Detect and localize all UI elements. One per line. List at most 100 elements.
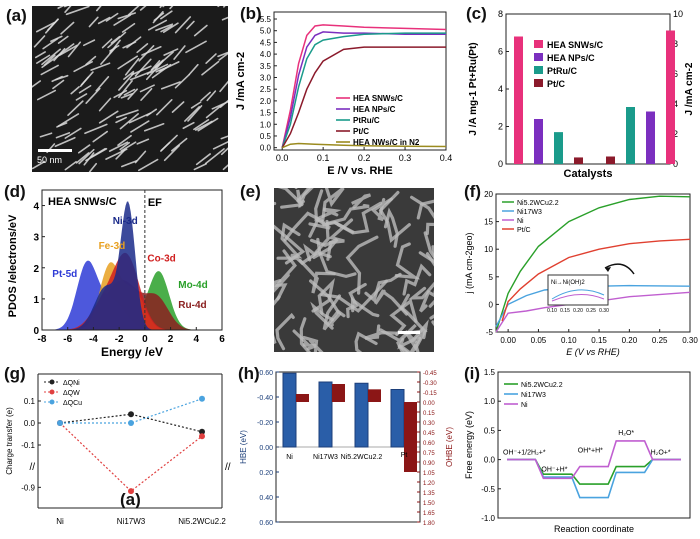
y-right-tick-label: 0.60 bbox=[423, 441, 435, 447]
x-tick-label: 0.30 bbox=[682, 336, 698, 345]
nanowire-mark bbox=[79, 76, 90, 87]
series-line bbox=[495, 195, 691, 333]
nanowire-mark bbox=[129, 71, 150, 81]
y-axis-label: PDOS /electrons/eV bbox=[7, 214, 19, 317]
network-strand bbox=[370, 197, 393, 222]
nanowire-mark bbox=[193, 24, 208, 37]
nanowire-mark bbox=[185, 40, 207, 54]
y-right-tick-label: 2 bbox=[673, 129, 678, 139]
nanowire-mark bbox=[36, 89, 57, 101]
nanowire-mark bbox=[118, 80, 133, 99]
y-left-tick-label: 0.00 bbox=[259, 445, 273, 452]
legend-marker bbox=[49, 379, 55, 385]
series-line bbox=[59, 422, 203, 492]
y-tick-label: 15 bbox=[484, 218, 493, 227]
network-strand bbox=[383, 207, 399, 248]
network-strand bbox=[354, 331, 378, 352]
nanowire-mark bbox=[95, 76, 110, 92]
nanowire-mark bbox=[67, 100, 84, 116]
nanowire-mark bbox=[195, 153, 211, 166]
nanowire-mark bbox=[57, 113, 80, 127]
y-tick-label: 1.0 bbox=[484, 397, 496, 406]
nanowire-mark bbox=[109, 39, 121, 54]
chart-title: HEA SNWs/C bbox=[48, 196, 117, 208]
y-tick-label: 1.5 bbox=[260, 109, 272, 118]
y-right-axis-label: J /mA cm-2 bbox=[684, 62, 695, 115]
y-tick-label: 3.0 bbox=[260, 73, 272, 82]
y-axis-label: J /mA cm-2 bbox=[235, 52, 247, 110]
legend-swatch bbox=[534, 53, 543, 61]
network-strand bbox=[394, 242, 421, 280]
nanowire-mark bbox=[97, 16, 111, 25]
state-label: H₂O* bbox=[618, 430, 634, 437]
y-axis-label: Charge transfer (e) bbox=[5, 407, 14, 475]
nanowire-mark bbox=[174, 16, 192, 34]
energy-path bbox=[507, 440, 681, 480]
bar-left bbox=[514, 36, 523, 164]
nanowire-mark bbox=[186, 20, 195, 30]
nanowire-mark bbox=[113, 14, 132, 26]
nanowire-mark bbox=[55, 132, 71, 139]
nanowire-mark bbox=[155, 23, 174, 32]
x-tick-label: 0.10 bbox=[561, 336, 577, 345]
nanowire-mark bbox=[156, 99, 173, 116]
x-tick-label: 6 bbox=[219, 334, 225, 345]
nanowire-mark bbox=[206, 90, 217, 102]
nanowire-mark bbox=[134, 58, 152, 77]
sem-image-network bbox=[274, 188, 434, 352]
sem-image-nanowires: 50 nm bbox=[32, 6, 228, 172]
series-line bbox=[59, 413, 203, 433]
network-strand bbox=[274, 279, 288, 301]
state-label: H₂O+* bbox=[651, 450, 671, 457]
panel-i: (i) 1.5 1.0 0.5 0.0 -0.5 -1.0 Reaction coordin… bbox=[458, 360, 700, 539]
bar-ohbe bbox=[368, 389, 381, 402]
legend-swatch bbox=[534, 79, 543, 87]
legend-label: ΔQCu bbox=[63, 400, 82, 407]
scale-bar bbox=[398, 331, 420, 334]
category-label: Ni17W3 bbox=[313, 454, 338, 461]
x-axis-label: Reaction coordinate bbox=[554, 524, 634, 534]
nanowire-mark bbox=[34, 51, 46, 59]
data-point bbox=[57, 420, 63, 426]
nanowire-mark bbox=[169, 6, 174, 10]
chart-f: 0.00 0.05 0.10 0.15 0.20 0.25 0.30-505101520E … bbox=[464, 190, 698, 357]
y-tick-label: 2.0 bbox=[260, 97, 272, 106]
y-right-tick-label: 0.30 bbox=[423, 421, 435, 427]
nanowire-mark bbox=[182, 121, 195, 130]
network-strand bbox=[374, 289, 409, 316]
nanowire-mark bbox=[75, 93, 88, 101]
network-strand bbox=[283, 211, 324, 242]
panel-label-f: (f) bbox=[464, 182, 481, 201]
inset-tick-label: 0.30 bbox=[599, 308, 609, 314]
nanowire-mark bbox=[88, 16, 99, 28]
series-label: Co-3d bbox=[147, 254, 175, 265]
nanowire-mark bbox=[39, 132, 53, 138]
inset-curve bbox=[551, 294, 605, 302]
inset-curve bbox=[551, 289, 605, 300]
legend-label: PtRu/C bbox=[353, 116, 380, 125]
bar-left bbox=[554, 132, 563, 164]
series-label: Ni-3d bbox=[113, 216, 138, 227]
nanowire-mark bbox=[138, 158, 159, 172]
y-left-tick-label: 4 bbox=[498, 84, 503, 94]
nanowire-mark bbox=[58, 44, 78, 57]
nanowire-mark bbox=[84, 123, 108, 135]
legend-label: Pt/C bbox=[547, 79, 566, 89]
nanowire-mark bbox=[134, 150, 147, 164]
network-strand bbox=[345, 235, 379, 295]
nanowire-mark bbox=[54, 136, 76, 148]
y-tick-label: 1 bbox=[33, 295, 39, 306]
nanowire-mark bbox=[115, 148, 126, 160]
y-right-tick-label: 0.15 bbox=[423, 411, 435, 417]
y-tick-label: 0 bbox=[489, 300, 494, 309]
network-strand bbox=[298, 259, 336, 294]
legend-label: Ni17W3 bbox=[517, 209, 542, 216]
nanowire-mark bbox=[118, 72, 135, 91]
nanowire-mark bbox=[150, 60, 161, 71]
bar-hbe bbox=[354, 382, 369, 448]
nanowire-mark bbox=[78, 148, 95, 165]
y-right-tick-label: 4 bbox=[673, 99, 678, 109]
panel-f: (f) 0.00 0.05 0.10 0.15 0.20 0.25 0.30 -5 0 5 10 15… bbox=[458, 180, 700, 360]
network-strand bbox=[274, 224, 306, 265]
nanowire-mark bbox=[188, 63, 199, 76]
